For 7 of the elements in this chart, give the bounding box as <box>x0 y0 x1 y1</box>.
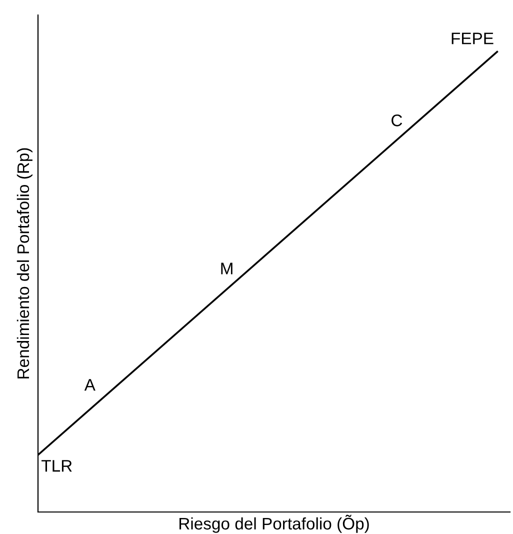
annotation: M <box>221 262 232 274</box>
x-axis-title: Riesgo del Portafolio (Õp) <box>179 514 369 533</box>
annotation: TLR <box>42 460 72 472</box>
annotation: A <box>84 379 96 391</box>
annotation: C <box>392 114 402 126</box>
text: FEPE <box>452 32 494 44</box>
y-axis-title: Rendimiento del Portafolio (Rp) <box>16 148 32 378</box>
